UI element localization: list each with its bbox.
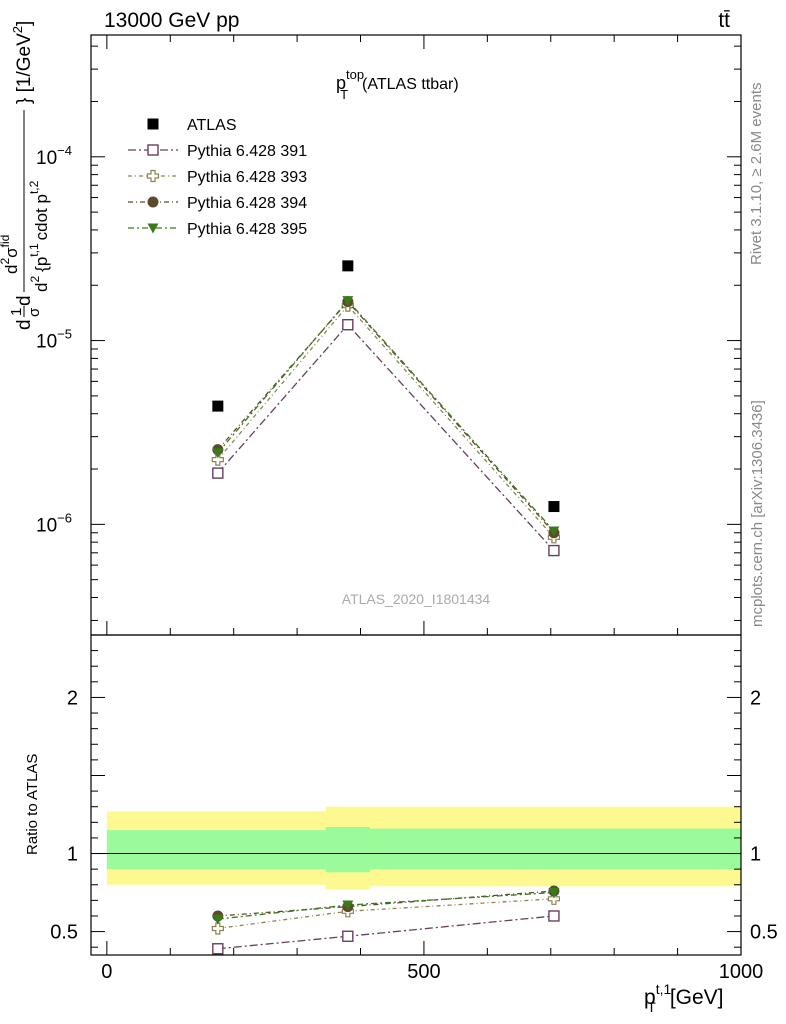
x-tick-label-2: 1000 (719, 961, 764, 983)
process-label: tt̄ (718, 9, 730, 32)
ratio-series-line-2 (217, 890, 554, 917)
ratio-band-green-1 (325, 827, 371, 873)
ratio-point-3-1 (342, 900, 354, 911)
main-point-1-1 (342, 319, 354, 331)
ratio-y-axis-label: Ratio to ATLAS (24, 754, 41, 855)
legend: ATLAS Pythia 6.428 391 Pythia 6.428 393 Pyt… (128, 117, 307, 238)
svg-text:d2{pt,1cdot pt,2: d2{pt,1cdot pt,2 (27, 180, 51, 292)
svg-text:d2σfid: d2σfid (0, 235, 21, 274)
main-point-0-1 (342, 260, 354, 272)
main-series-line-2 (217, 304, 555, 538)
main-series-line-1 (217, 323, 555, 552)
main-point-4-2 (548, 526, 560, 537)
analysis-watermark: ATLAS_2020_I1801434 (342, 591, 491, 607)
svg-text:d: d (14, 319, 35, 330)
ratio-point-1-0 (211, 922, 224, 935)
title-sub: T (340, 87, 348, 102)
main-point-1-0 (212, 467, 224, 479)
ratio-series-layer (211, 885, 561, 955)
main-y-tick-label-0: 10−6 (36, 510, 72, 536)
ratio-y-tick-label-right-1: 1 (750, 844, 761, 866)
legend-label-2: Pythia 6.428 393 (187, 169, 307, 186)
rivet-label: Rivet 3.1.10, ≥ 2.6M events (748, 83, 765, 266)
svg-text:d: d (14, 295, 35, 306)
legend-marker-3 (147, 196, 159, 208)
main-point-4-0 (212, 448, 224, 459)
main-plot-title: ptop T(ATLAS ttbar) (336, 67, 459, 102)
legend-marker-2 (146, 169, 160, 183)
main-point-0-2 (548, 501, 560, 513)
title-sup: top (346, 67, 364, 82)
legend-label-1: Pythia 6.428 391 (187, 143, 307, 160)
main-point-4-1 (342, 296, 354, 307)
ratio-axis-ticks: 0.5 0.5 1 1 2 2 0 500 1000 (50, 634, 778, 983)
main-point-0-0 (212, 400, 224, 412)
svg-text:1: 1 (8, 308, 25, 316)
energy-label: 13000 GeV pp (104, 9, 239, 32)
ratio-uncertainty-bands (91, 806, 741, 890)
mcplots-label: mcplots.cern.ch [arXiv:1306.3436] (749, 400, 766, 627)
legend-marker-4 (147, 223, 159, 234)
ratio-point-1-2 (547, 892, 561, 905)
ratio-y-tick-label-2: 2 (67, 687, 78, 709)
main-series-line-3 (217, 300, 555, 534)
ratio-point-0-1 (342, 930, 354, 942)
x-tick-label-0: 0 (101, 961, 112, 983)
main-y-tick-label-1: 10−5 (36, 327, 72, 353)
ratio-y-tick-label-right-2: 2 (750, 687, 761, 709)
ratio-band-green-2 (370, 828, 741, 870)
main-y-tick-label-2: 10−4 (36, 143, 72, 169)
legend-marker-1 (147, 144, 159, 156)
ratio-point-3-0 (212, 914, 224, 925)
ratio-point-0-2 (548, 910, 560, 922)
svg-text:σ: σ (26, 307, 43, 317)
ratio-y-tick-label-right-0: 0.5 (750, 922, 778, 944)
svg-text:} [1/GeV2]: } [1/GeV2] (10, 21, 35, 104)
title-suffix: (ATLAS ttbar) (362, 76, 459, 93)
main-y-axis-label: d 1 σ d d2σfid d2{pt,1cdot pt,2 } [1/GeV… (0, 21, 51, 330)
ratio-y-tick-label-1: 1 (67, 844, 78, 866)
ratio-point-3-2 (548, 888, 560, 899)
ratio-y-tick-label-0: 0.5 (50, 922, 78, 944)
ratio-series-line-3 (217, 891, 554, 920)
main-point-1-2 (548, 544, 560, 557)
ratio-plot-frame (90, 634, 742, 956)
main-point-2-0 (211, 453, 224, 466)
legend-marker-0 (147, 118, 159, 130)
x-tick-label-1: 500 (407, 961, 440, 983)
x-axis-label: pt,1 T [GeV] (644, 981, 724, 1015)
legend-label-3: Pythia 6.428 394 (187, 195, 307, 212)
main-axis-ticks: 10−6 10−5 10−4 (36, 35, 742, 635)
legend-label-0: ATLAS (187, 117, 237, 134)
ratio-point-0-0 (212, 943, 224, 955)
legend-label-4: Pythia 6.428 395 (187, 221, 307, 238)
main-series-layer (211, 260, 561, 557)
ratio-band-green-0 (106, 830, 326, 870)
ratio-series-line-0 (217, 915, 554, 950)
